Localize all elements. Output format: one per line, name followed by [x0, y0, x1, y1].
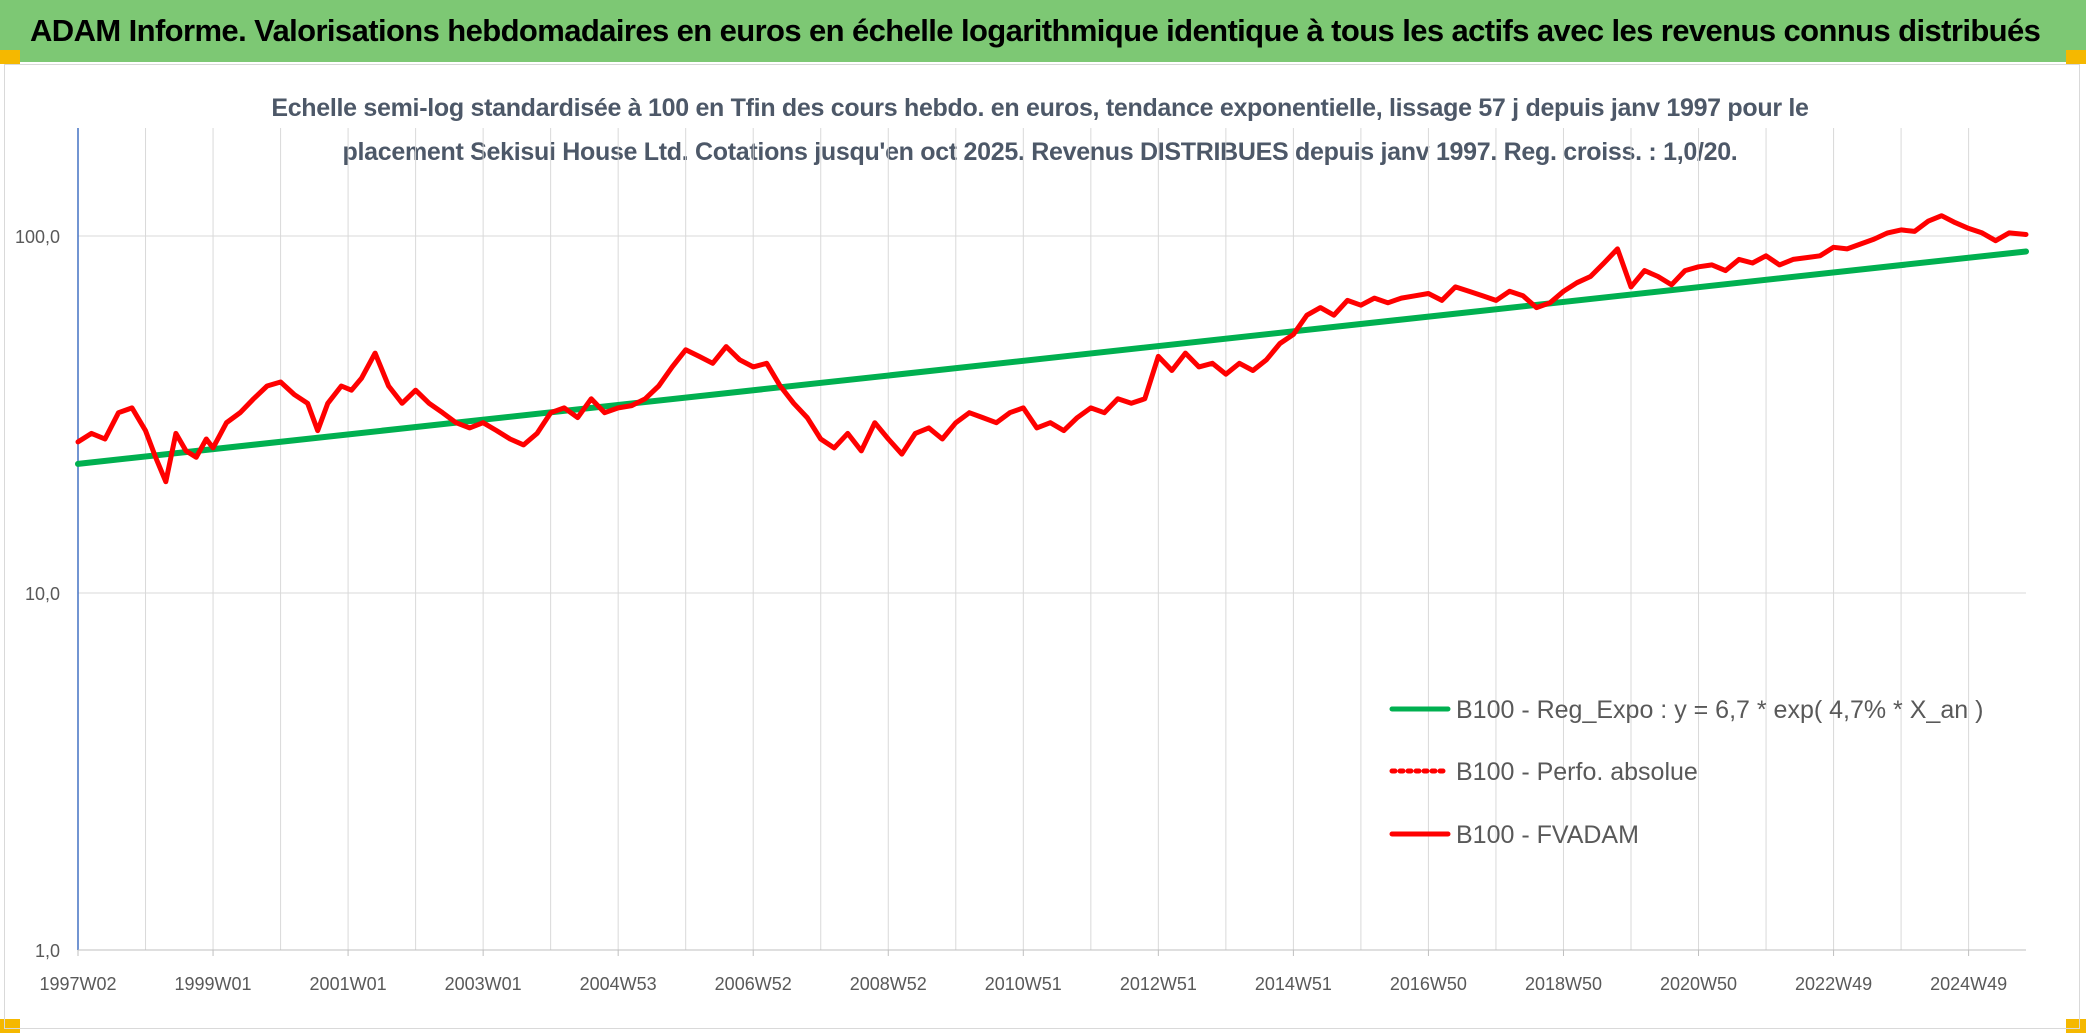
x-tick-label: 2014W51 [1255, 974, 1332, 994]
y-tick-label: 100,0 [15, 227, 60, 247]
corner-marker-top-right [2066, 50, 2086, 64]
banner: ADAM Informe. Valorisations hebdomadaire… [0, 0, 2086, 62]
x-tick-label: 2024W49 [1930, 974, 2007, 994]
y-tick-label: 1,0 [35, 941, 60, 961]
x-tick-label: 2018W50 [1525, 974, 1602, 994]
x-tick-label: 1997W02 [39, 974, 116, 994]
x-tick-label: 2010W51 [985, 974, 1062, 994]
chart-title-line-2: placement Sekisui House Ltd. Cotations j… [342, 138, 1738, 166]
series-fvadam-line [75, 213, 2029, 485]
banner-title: ADAM Informe. Valorisations hebdomadaire… [30, 13, 2041, 48]
y-tick-label: 10,0 [25, 584, 60, 604]
x-tick-label: 2003W01 [445, 974, 522, 994]
corner-marker-bottom-right [2066, 1019, 2086, 1033]
chart-title: Echelle semi-log standardisée à 100 en T… [200, 86, 1880, 174]
corner-marker-bottom-left [0, 1019, 20, 1033]
x-tick-label: 2022W49 [1795, 974, 1872, 994]
x-tick-label: 1999W01 [175, 974, 252, 994]
x-tick-label: 2006W52 [715, 974, 792, 994]
x-tick-label: 2004W53 [580, 974, 657, 994]
legend-label-fvadam: B100 - FVADAM [1456, 821, 1639, 849]
corner-marker-top-left [0, 50, 20, 64]
x-tick-label: 2020W50 [1660, 974, 1737, 994]
series-reg-expo-line [75, 248, 2029, 467]
legend-label-perfo-absolue: B100 - Perfo. absolue [1456, 758, 1698, 786]
x-tick-label: 2001W01 [310, 974, 387, 994]
x-tick-label: 2016W50 [1390, 974, 1467, 994]
chart-title-line-1: Echelle semi-log standardisée à 100 en T… [271, 94, 1809, 122]
legend-label-reg-expo: B100 - Reg_Expo : y = 6,7 * exp( 4,7% * … [1456, 696, 1983, 724]
x-tick-label: 2012W51 [1120, 974, 1197, 994]
x-tick-label: 2008W52 [850, 974, 927, 994]
chart-frame [4, 64, 2080, 1029]
